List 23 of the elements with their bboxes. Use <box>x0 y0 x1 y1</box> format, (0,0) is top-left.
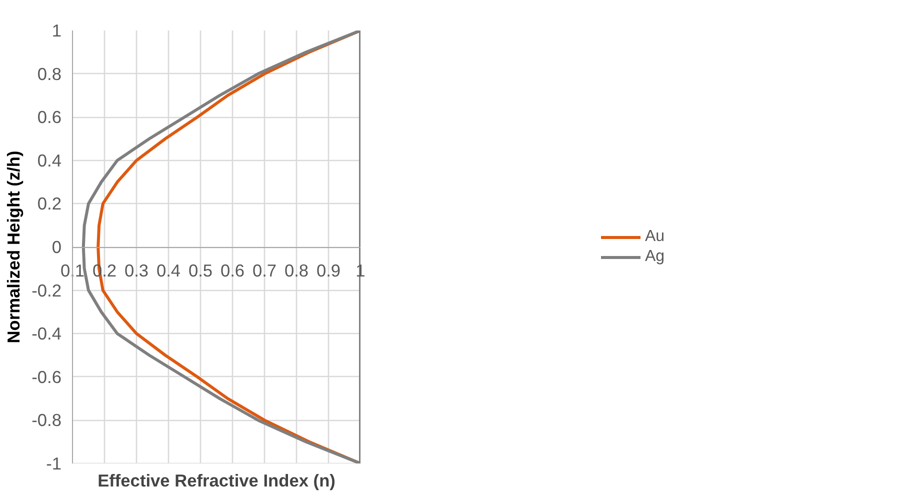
y-tick-label: 0.4 <box>37 150 62 170</box>
y-tick-label: -0.6 <box>32 366 62 387</box>
x-tick-label: 0.6 <box>220 260 245 280</box>
x-tick-label: 0.5 <box>188 260 213 280</box>
y-tick-label: 0 <box>52 237 62 257</box>
x-tick-label: 0.1 <box>60 260 85 280</box>
y-axis-title: Normalized Height (z/h) <box>4 150 24 344</box>
legend-label: Au <box>645 228 665 246</box>
y-tick-label: -0.8 <box>32 410 62 430</box>
x-tick-label: 0.9 <box>316 260 341 280</box>
y-tick-label: -0.4 <box>32 324 62 344</box>
x-tick-label: 0.3 <box>124 260 149 280</box>
legend-label: Ag <box>645 248 665 266</box>
x-tick-label: 0.8 <box>284 260 309 280</box>
y-tick-label: 0.8 <box>37 64 62 84</box>
y-tick-label: 1 <box>52 20 62 40</box>
x-tick-label: 0.4 <box>156 260 181 280</box>
y-tick-label: -0.2 <box>32 280 62 300</box>
x-tick-label: 0.7 <box>252 260 277 280</box>
y-tick-label: -1 <box>46 454 62 474</box>
y-tick-label: 0.6 <box>37 107 62 128</box>
y-tick-label: 0.2 <box>37 194 62 214</box>
x-axis-title: Effective Refractive Index (n) <box>98 470 336 490</box>
